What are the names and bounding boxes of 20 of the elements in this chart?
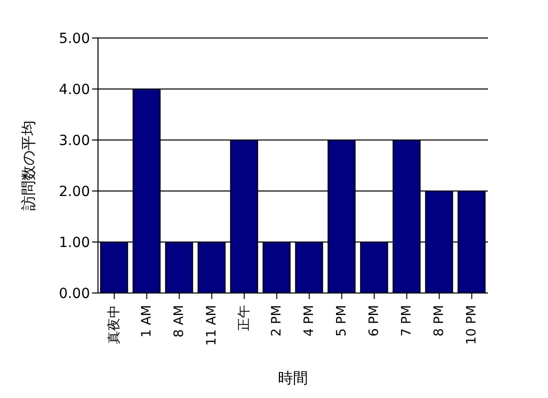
x-tick-label: 4 PM (302, 305, 317, 336)
x-tick-label: 真夜中 (106, 305, 122, 344)
x-axis-title: 時間 (278, 369, 308, 387)
y-tick-label: 3.00 (58, 132, 90, 149)
x-tick-label: 11 AM (204, 305, 220, 346)
x-tick-label: 正午 (236, 305, 252, 331)
y-tick-label: 4.00 (58, 82, 90, 98)
y-axis-title: 訪問数の平均 (19, 120, 38, 210)
x-tick-label: 2 PM (269, 305, 284, 336)
y-tick-label: 1.00 (58, 234, 90, 251)
x-tick-label: 6 PM (366, 305, 382, 336)
x-tick-label: 8 PM (432, 305, 447, 336)
x-tick-label: 5 PM (334, 305, 350, 336)
y-tick-label: 2.00 (58, 184, 90, 200)
y-tick-label: 0.00 (58, 286, 90, 302)
y-tick-label: 5.00 (58, 30, 90, 47)
x-tick-label: 8 AM (172, 305, 187, 338)
x-tick-label: 1 AM (139, 305, 154, 338)
x-tick-label: 10 PM (464, 305, 480, 345)
x-tick-label: 7 PM (399, 305, 414, 336)
